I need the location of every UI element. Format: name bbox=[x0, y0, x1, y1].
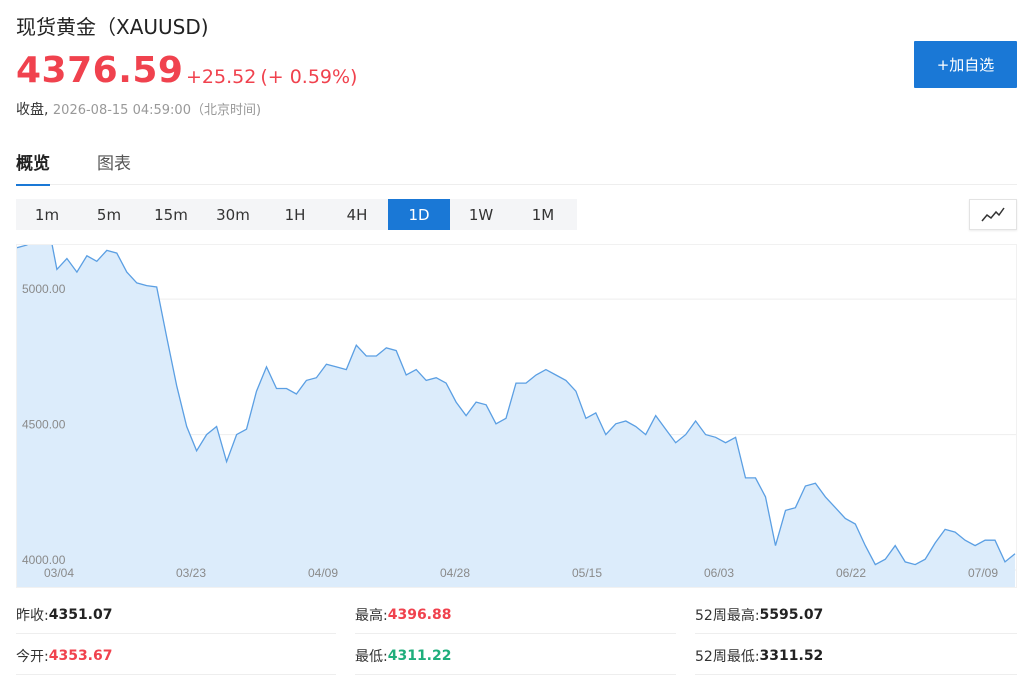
close-status: 收盘, 2026-08-15 04:59:00（北京时间) bbox=[16, 99, 261, 119]
period-15m[interactable]: 15m bbox=[154, 205, 188, 224]
period-4h[interactable]: 4H bbox=[346, 205, 368, 224]
chart-type-button[interactable] bbox=[969, 199, 1017, 230]
period-1w[interactable]: 1W bbox=[468, 205, 494, 224]
period-selector: 1m 5m 15m 30m 1H 4H 1D 1W 1M bbox=[16, 199, 577, 230]
period-5m[interactable]: 5m bbox=[96, 205, 122, 224]
x-tick-label: 03/04 bbox=[44, 566, 74, 580]
high-value: 4396.88 bbox=[387, 606, 452, 623]
period-1month[interactable]: 1M bbox=[531, 205, 555, 224]
52wk-low-label: 52周最低: bbox=[695, 648, 760, 665]
low-value: 4311.22 bbox=[387, 647, 452, 664]
x-tick-label: 03/23 bbox=[176, 566, 206, 580]
x-tick-label: 06/03 bbox=[704, 566, 734, 580]
stat-prev-close: 昨收: 4351.07 bbox=[16, 596, 336, 634]
open-label: 今开: bbox=[16, 648, 49, 665]
x-tick-label: 06/22 bbox=[836, 566, 866, 580]
tab-overview[interactable]: 概览 bbox=[16, 149, 50, 186]
stat-low: 最低: 4311.22 bbox=[355, 637, 676, 675]
x-tick-label: 05/15 bbox=[572, 566, 602, 580]
high-label: 最高: bbox=[355, 607, 388, 624]
price-change: +25.52 (+ 0.59%) bbox=[186, 66, 357, 88]
current-price: 4376.59 bbox=[16, 50, 184, 91]
close-label: 收盘, bbox=[16, 102, 49, 118]
close-timestamp: 2026-08-15 04:59:00（北京时间) bbox=[52, 103, 262, 118]
tab-bar: 概览 图表 bbox=[16, 147, 1017, 186]
low-label: 最低: bbox=[355, 648, 388, 665]
price-line-series bbox=[17, 245, 1016, 566]
prev-close-value: 4351.07 bbox=[48, 606, 113, 623]
stat-52wk-low: 52周最低: 3311.52 bbox=[695, 637, 1017, 675]
period-1h[interactable]: 1H bbox=[284, 205, 306, 224]
52wk-low-value: 3311.52 bbox=[759, 647, 824, 664]
x-tick-label: 04/28 bbox=[440, 566, 470, 580]
price-area-fill bbox=[17, 245, 1015, 587]
stat-high: 最高: 4396.88 bbox=[355, 596, 676, 634]
change-value: +25.52 bbox=[186, 66, 257, 88]
add-watchlist-button[interactable]: +加自选 bbox=[914, 41, 1017, 88]
52wk-high-value: 5595.07 bbox=[759, 606, 824, 623]
price-chart: 5000.00 4500.00 4000.00 03/04 03/23 04/09 04/… bbox=[16, 244, 1017, 588]
period-1m[interactable]: 1m bbox=[34, 205, 60, 224]
page-title: 现货黄金（XAUUSD) bbox=[16, 15, 209, 39]
prev-close-label: 昨收: bbox=[16, 607, 49, 624]
x-tick-label: 04/09 bbox=[308, 566, 338, 580]
y-tick-label: 5000.00 bbox=[22, 282, 66, 296]
y-tick-label: 4000.00 bbox=[22, 553, 66, 567]
change-percent: (+ 0.59%) bbox=[260, 66, 358, 88]
stat-52wk-high: 52周最高: 5595.07 bbox=[695, 596, 1017, 634]
period-30m[interactable]: 30m bbox=[216, 205, 250, 224]
x-tick-label: 07/09 bbox=[968, 566, 998, 580]
price-chart-svg: 5000.00 4500.00 4000.00 03/04 03/23 04/09 04/… bbox=[17, 245, 1016, 587]
stat-open: 今开: 4353.67 bbox=[16, 637, 336, 675]
open-value: 4353.67 bbox=[48, 647, 113, 664]
52wk-high-label: 52周最高: bbox=[695, 607, 760, 624]
line-chart-icon bbox=[981, 207, 1005, 221]
tab-chart[interactable]: 图表 bbox=[97, 154, 131, 174]
period-1d[interactable]: 1D bbox=[388, 199, 450, 230]
y-tick-label: 4500.00 bbox=[22, 418, 66, 432]
